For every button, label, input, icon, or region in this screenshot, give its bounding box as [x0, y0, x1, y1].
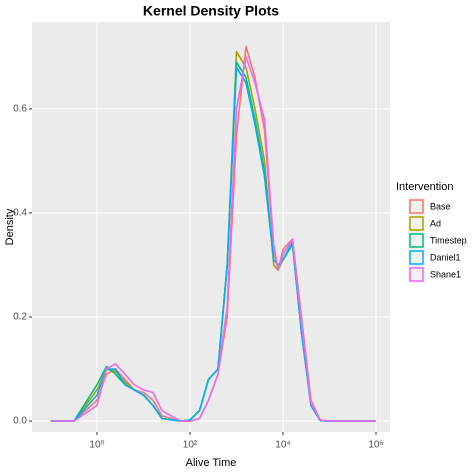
- x-tick-label: 10⁴: [275, 440, 290, 451]
- legend-key-bg: [408, 215, 425, 232]
- x-tick-label: 10²: [183, 440, 198, 451]
- y-tick-label: 0.2: [13, 312, 27, 323]
- legend-key-bg: [408, 266, 425, 283]
- legend-key: [409, 216, 424, 231]
- y-axis-label: Density: [4, 208, 16, 245]
- legend-label: Shane1: [430, 269, 461, 279]
- legend-label: Daniel1: [430, 252, 461, 262]
- density-line: [50, 56, 376, 422]
- legend-title: Intervention: [396, 181, 453, 193]
- legend-key-bg: [408, 198, 425, 215]
- legend-key: [409, 250, 424, 265]
- x-tick-label: 10⁰: [89, 440, 104, 451]
- legend-key: [409, 267, 424, 282]
- legend-key-bg: [408, 232, 425, 249]
- legend-key-bg: [408, 249, 425, 266]
- legend-key: [409, 233, 424, 248]
- legend-label: Timestep: [430, 235, 467, 245]
- y-tick-label: 0.0: [13, 416, 27, 427]
- legend-key: [409, 199, 424, 214]
- legend-label: Base: [430, 201, 451, 211]
- x-axis-label: Alive Time: [186, 457, 237, 469]
- panel: [32, 22, 390, 432]
- chart-title: Kernel Density Plots: [143, 3, 279, 19]
- x-tick-label: 10⁶: [368, 440, 383, 451]
- legend-label: Ad: [430, 218, 441, 228]
- y-tick-label: 0.6: [13, 104, 27, 115]
- y-tick-label: 0.4: [13, 208, 27, 219]
